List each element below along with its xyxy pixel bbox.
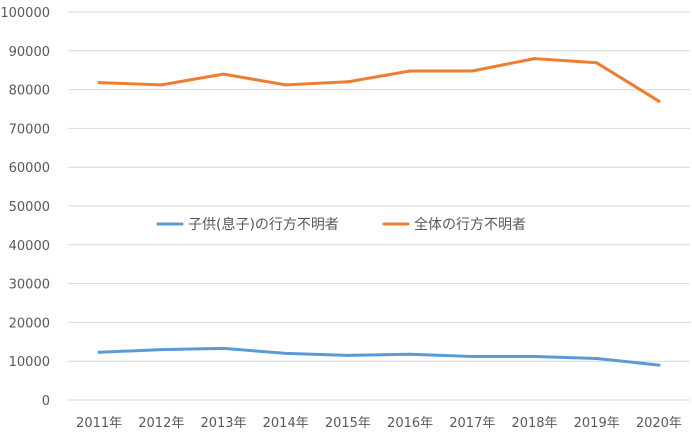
data-point [159,83,163,87]
data-point [346,80,350,84]
data-point [159,348,163,352]
data-point [408,352,412,356]
series-lines [97,57,661,367]
series-line-1 [97,57,661,103]
legend-label: 全体の行方不明者 [414,216,526,233]
x-tick-label: 2019年 [574,416,620,431]
x-tick-label: 2012年 [138,416,184,431]
data-point [284,351,288,355]
data-point [595,356,599,360]
legend-label: 子供(息子)の行方不明者 [188,216,339,233]
y-tick-label: 80000 [9,84,50,99]
data-point [470,69,474,73]
y-axis-ticks: 0 10000 20000 30000 40000 50000 60000 70000 8000… [0,6,50,409]
data-point [284,83,288,87]
x-tick-label: 2018年 [511,416,557,431]
data-point [222,72,225,76]
x-axis-ticks: 2011年 2012年 2013年 2014年 2015年 2016年 2017年 2018年… [76,416,682,431]
y-tick-label: 40000 [9,239,50,254]
y-tick-label: 30000 [9,278,50,293]
y-tick-label: 10000 [9,355,50,370]
x-tick-label: 2013年 [200,416,246,431]
y-tick-label: 50000 [9,200,50,215]
gridlines [68,11,690,401]
data-point [97,81,101,85]
legend: 子供(息子)の行方不明者 全体の行方不明者 [156,216,526,233]
data-point [346,353,350,357]
x-tick-label: 2014年 [263,416,309,431]
data-point [533,57,536,61]
y-tick-label: 0 [42,394,50,409]
x-tick-label: 2016年 [387,416,433,431]
x-tick-label: 2017年 [449,416,495,431]
series-line-0 [97,346,661,367]
data-point [408,69,412,73]
x-tick-label: 2011年 [76,416,122,431]
data-point [97,350,101,354]
x-tick-label: 2020年 [636,416,682,431]
data-point [470,355,474,359]
y-tick-label: 60000 [9,161,50,176]
data-point [657,99,661,103]
x-tick-label: 2015年 [325,416,371,431]
data-point [595,61,599,65]
data-point [657,363,661,367]
data-point [222,346,225,350]
data-point [533,355,536,359]
y-tick-label: 90000 [9,45,50,60]
y-tick-label: 70000 [9,122,50,137]
y-tick-label: 20000 [9,316,50,331]
y-tick-label: 100000 [0,6,50,21]
